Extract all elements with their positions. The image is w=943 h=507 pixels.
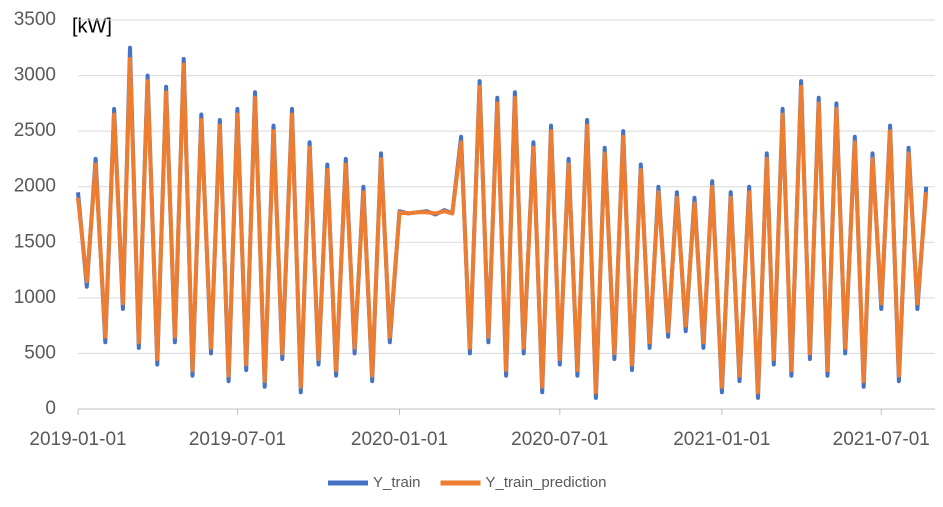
y-tick-label: 3000 — [14, 65, 56, 86]
x-tick-label: 2020-07-01 — [511, 429, 608, 450]
legend-label: Y_train — [373, 474, 421, 491]
series-line — [76, 56, 929, 395]
y-tick-label: 2500 — [14, 120, 56, 141]
y-tick-label: 1500 — [14, 231, 56, 252]
x-tick-label: 2020-01-01 — [351, 429, 448, 450]
y-tick-label: 2000 — [14, 176, 56, 197]
y-tick-label: 500 — [24, 342, 56, 363]
legend-label: Y_train_prediction — [486, 474, 607, 491]
y-tick-label: 0 — [45, 398, 56, 419]
x-tick-label: 2021-07-01 — [833, 429, 930, 450]
x-tick-label: 2019-01-01 — [29, 429, 126, 450]
unit-label: [kW] — [72, 15, 112, 37]
y-tick-label: 1000 — [14, 287, 56, 308]
x-tick-label: 2019-07-01 — [189, 429, 286, 450]
x-tick-label: 2021-01-01 — [673, 429, 770, 450]
y-tick-label: 3500 — [14, 9, 56, 30]
